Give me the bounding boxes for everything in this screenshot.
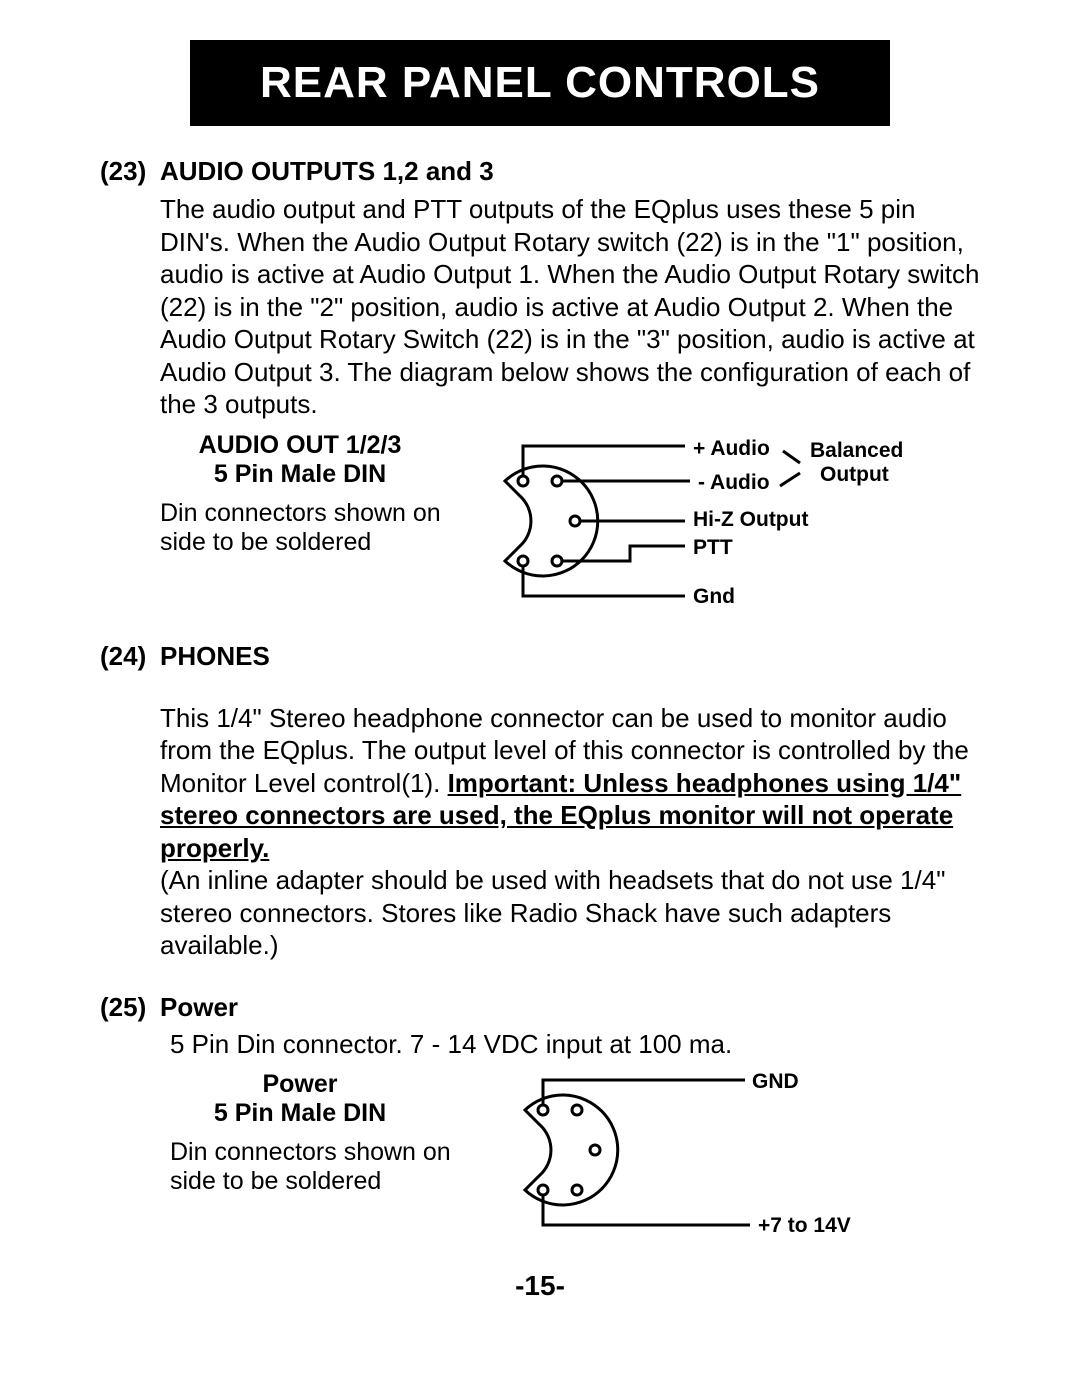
label-power-v: +7 to 14V — [758, 1214, 851, 1237]
section-24-heading: (24) PHONES — [100, 641, 980, 672]
diagram-power-row: Power 5 Pin Male DIN Din connectors show… — [170, 1070, 980, 1240]
diagram-audio-out-caption: AUDIO OUT 1/2/3 5 Pin Male DIN Din conne… — [160, 431, 470, 557]
power-label-c: Din connectors shown on side to be solde… — [170, 1138, 470, 1196]
section-24-body-b: (An inline adapter should be used with h… — [160, 865, 945, 960]
section-23: (23) AUDIO OUTPUTS 1,2 and 3 The audio o… — [100, 156, 980, 611]
section-23-number: (23) — [100, 156, 160, 187]
din-audio-diagram-icon: + Audio - Audio Hi-Z Output PTT Gnd Bala… — [470, 431, 960, 611]
audio-out-label-c: Din connectors shown on side to be solde… — [160, 499, 470, 557]
label-output: Output — [820, 463, 889, 486]
section-25-number: (25) — [100, 992, 160, 1023]
audio-out-label-a: AUDIO OUT 1/2/3 — [199, 431, 402, 459]
section-24-number: (24) — [100, 641, 160, 672]
din-power-diagram-icon: GND +7 to 14V — [470, 1070, 950, 1240]
power-label-b: 5 Pin Male DIN — [214, 1099, 386, 1127]
label-ptt: PTT — [693, 536, 733, 559]
page: REAR PANEL CONTROLS (23) AUDIO OUTPUTS 1… — [0, 0, 1080, 1332]
section-24-body: This 1/4" Stereo headphone connector can… — [160, 702, 980, 962]
diagram-audio-out-row: AUDIO OUT 1/2/3 5 Pin Male DIN Din conne… — [160, 431, 980, 611]
section-23-title: AUDIO OUTPUTS 1,2 and 3 — [160, 156, 494, 187]
section-25-title: Power — [160, 992, 238, 1023]
section-25-heading: (25) Power — [100, 992, 980, 1023]
page-title-banner: REAR PANEL CONTROLS — [190, 40, 890, 126]
label-power-gnd: GND — [752, 1070, 799, 1093]
section-25-intro: 5 Pin Din connector. 7 - 14 VDC input at… — [170, 1029, 980, 1060]
section-25: (25) Power 5 Pin Din connector. 7 - 14 V… — [100, 992, 980, 1240]
power-label-a: Power — [262, 1070, 337, 1098]
label-gnd: Gnd — [693, 585, 735, 608]
label-balanced: Balanced — [810, 439, 903, 462]
section-23-body: The audio output and PTT outputs of the … — [160, 193, 980, 421]
diagram-power-caption: Power 5 Pin Male DIN Din connectors show… — [170, 1070, 470, 1196]
label-plus-audio: + Audio — [693, 437, 770, 460]
section-24-title: PHONES — [160, 641, 270, 672]
label-hiz: Hi-Z Output — [693, 508, 808, 531]
section-24: (24) PHONES This 1/4" Stereo headphone c… — [100, 641, 980, 962]
label-minus-audio: - Audio — [698, 471, 770, 494]
section-23-heading: (23) AUDIO OUTPUTS 1,2 and 3 — [100, 156, 980, 187]
audio-out-label-b: 5 Pin Male DIN — [214, 460, 386, 488]
page-number: -15- — [100, 1270, 980, 1302]
